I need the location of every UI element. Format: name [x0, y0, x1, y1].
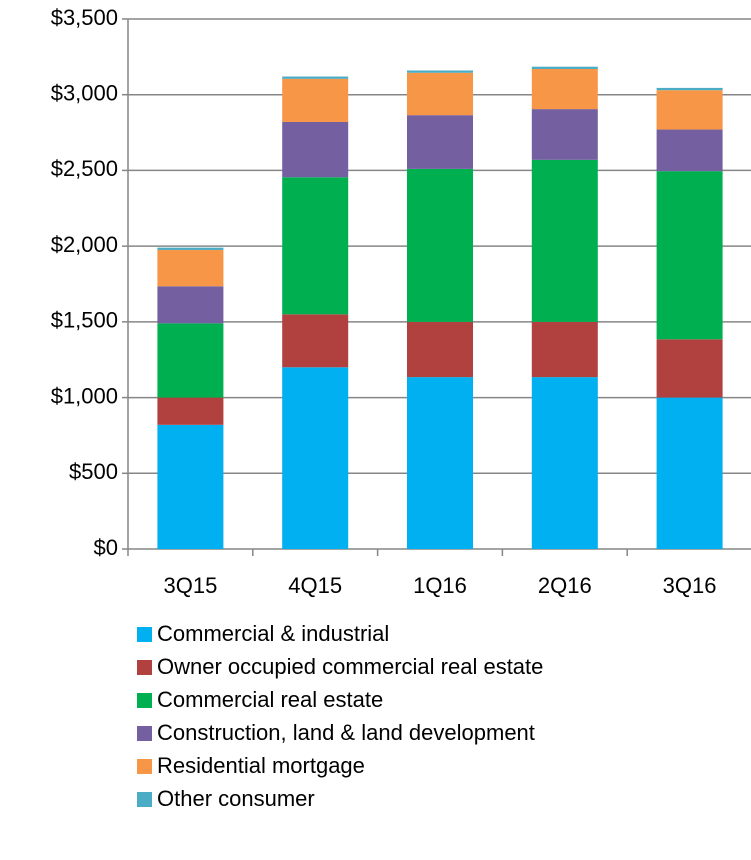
legend-label: Commercial real estate [157, 687, 383, 712]
bar-segment [157, 286, 224, 324]
legend-swatch [137, 660, 152, 675]
legend-label: Construction, land & land development [157, 720, 535, 745]
legend-swatch [137, 759, 152, 774]
bar-segment [407, 72, 473, 116]
bar-segment [656, 339, 723, 398]
bar-segment [656, 397, 723, 549]
bar-segment [157, 397, 224, 425]
y-tick-label: $3,500 [51, 5, 118, 30]
x-tick-label: 2Q16 [538, 573, 592, 598]
bar-segment [531, 321, 598, 378]
bar-segment [407, 115, 473, 169]
legend-label: Commercial & industrial [157, 621, 389, 646]
bar-segment [282, 121, 349, 178]
bar-segment [656, 87, 723, 91]
bar-segment [656, 171, 723, 340]
bar-segment [282, 76, 349, 79]
bar-segment [531, 377, 598, 549]
bar-segment [157, 247, 224, 250]
legend-label: Residential mortgage [157, 753, 365, 778]
y-tick-label: $2,000 [51, 232, 118, 257]
x-tick-label: 3Q16 [663, 573, 717, 598]
bar-segment [407, 321, 473, 378]
bar-segment [531, 68, 598, 110]
bar-segment [282, 78, 349, 122]
bar-segment [282, 177, 349, 315]
bar-segment [656, 90, 723, 130]
bar-segment [157, 249, 224, 287]
y-tick-label: $2,500 [51, 156, 118, 181]
bar-segment [157, 424, 224, 549]
bar-segment [531, 109, 598, 160]
legend-swatch [137, 726, 152, 741]
x-tick-label: 3Q15 [163, 573, 217, 598]
x-tick-label: 4Q15 [288, 573, 342, 598]
x-tick-label: 1Q16 [413, 573, 467, 598]
y-tick-label: $3,000 [51, 81, 118, 106]
legend-swatch [137, 693, 152, 708]
legend-swatch [137, 792, 152, 807]
bar-segment [282, 314, 349, 368]
y-tick-label: $1,000 [51, 383, 118, 408]
legend-label: Owner occupied commercial real estate [157, 654, 543, 679]
y-tick-label: $1,500 [51, 308, 118, 333]
legend-swatch [137, 627, 152, 642]
bar-segment [407, 377, 473, 549]
bar-segment [656, 129, 723, 172]
y-tick-label: $500 [69, 459, 118, 484]
bar-segment [531, 159, 598, 322]
legend-label: Other consumer [157, 786, 315, 811]
bar-segment [282, 367, 349, 549]
y-tick-label: $0 [94, 535, 118, 560]
bar-segment [407, 70, 473, 73]
bar-segment [157, 323, 224, 398]
bar-segment [531, 66, 598, 69]
bar-segment [407, 168, 473, 322]
